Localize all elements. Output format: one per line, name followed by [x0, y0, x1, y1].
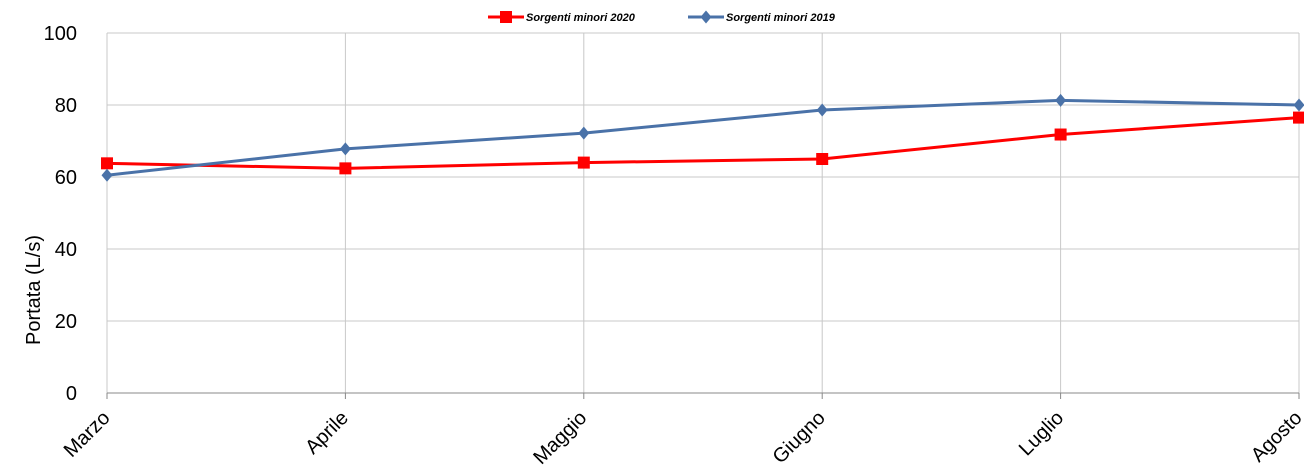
y-tick-label: 100: [44, 23, 77, 45]
series-line-2: [106, 98, 1300, 177]
x-tick-label: Aprile: [301, 407, 353, 459]
data-point-series-1: [577, 156, 590, 169]
series-line-1: [106, 116, 1300, 170]
grid: [106, 32, 1300, 393]
x-tick-label: Maggio: [529, 407, 591, 469]
data-point-series-2: [101, 168, 113, 182]
legend: Sorgenti minori 2020 Sorgenti minori 2019: [488, 10, 836, 24]
y-tick-label: 20: [55, 311, 77, 333]
data-point-series-1: [1054, 128, 1067, 141]
data-point-series-2: [578, 126, 590, 140]
y-tick-label: 40: [55, 239, 77, 261]
data-point-series-2: [816, 103, 828, 117]
legend-marker: [500, 11, 512, 23]
axes: [106, 392, 1300, 399]
legend-label: Sorgenti minori 2019: [726, 12, 836, 24]
series-lines: [101, 93, 1304, 182]
y-tick-label: 60: [55, 167, 77, 189]
x-tick-label: Agosto: [1247, 407, 1304, 467]
data-point-series-2: [1055, 93, 1067, 107]
legend-marker: [700, 10, 712, 24]
y-tick-label: 80: [55, 95, 77, 117]
y-axis-label: Portata (L/s): [23, 235, 45, 345]
data-point-series-1: [1293, 111, 1304, 124]
x-tick-labels: Marzo Aprile Maggio Giugno Luglio Agosto: [60, 407, 1304, 469]
x-tick-label: Marzo: [60, 407, 115, 462]
data-point-series-2: [339, 142, 351, 156]
data-point-series-1: [101, 157, 113, 170]
data-point-series-1: [816, 153, 829, 165]
y-tick-label: 0: [66, 383, 77, 405]
legend-label: Sorgenti minori 2020: [526, 12, 636, 24]
data-point-series-2: [1293, 98, 1304, 112]
y-tick-labels: 0 20 40 60 80 100: [44, 23, 77, 405]
x-tick-label: Giugno: [769, 407, 830, 468]
data-point-series-1: [339, 162, 352, 175]
x-tick-label: Luglio: [1015, 407, 1068, 460]
